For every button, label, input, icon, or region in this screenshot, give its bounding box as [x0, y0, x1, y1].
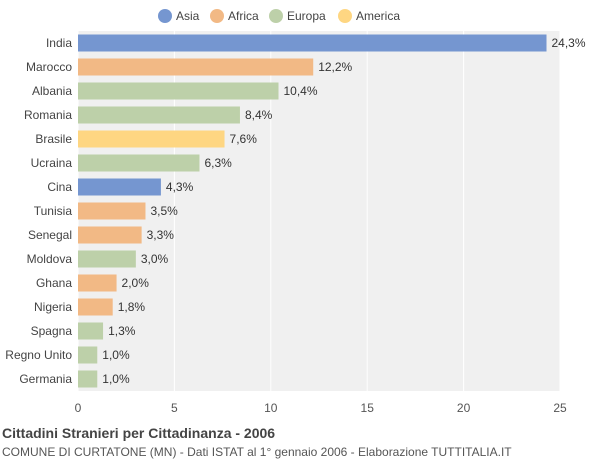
legend-label: Europa	[287, 9, 326, 23]
legend-item-america: America	[338, 9, 400, 23]
category-label: Senegal	[28, 228, 72, 242]
legend-label: Africa	[228, 9, 259, 23]
bar-albania	[78, 82, 279, 100]
value-label: 24,3%	[552, 36, 586, 50]
legend-item-asia: Asia	[158, 9, 200, 23]
bar-ucraina	[78, 154, 200, 172]
bar-india	[78, 34, 547, 52]
legend-label: America	[356, 9, 400, 23]
value-label: 2,0%	[122, 276, 150, 290]
x-tick-label: 25	[553, 401, 567, 415]
value-label: 10,4%	[284, 84, 318, 98]
category-label: Ucraina	[31, 156, 73, 170]
legend-label: Asia	[176, 9, 200, 23]
category-label: Moldova	[27, 252, 73, 266]
chart-title: Cittadini Stranieri per Cittadinanza - 2…	[2, 425, 276, 441]
value-label: 1,8%	[118, 300, 146, 314]
bar-tunisia	[78, 202, 146, 220]
category-label: Marocco	[26, 60, 72, 74]
category-label: Regno Unito	[5, 348, 72, 362]
value-label: 1,0%	[102, 372, 130, 386]
chart-subtitle: COMUNE DI CURTATONE (MN) - Dati ISTAT al…	[2, 445, 512, 459]
category-label: Albania	[32, 84, 72, 98]
value-label: 4,3%	[166, 180, 194, 194]
category-label: Cina	[47, 180, 72, 194]
category-label: Ghana	[36, 276, 72, 290]
value-label: 3,0%	[141, 252, 169, 266]
legend-swatch	[338, 9, 352, 23]
legend-swatch	[158, 9, 172, 23]
bar-senegal	[78, 226, 142, 244]
x-tick-label: 10	[264, 401, 278, 415]
bar-regno-unito	[78, 346, 98, 364]
bar-spagna	[78, 322, 104, 340]
category-label: Spagna	[31, 324, 73, 338]
bar-ghana	[78, 274, 117, 292]
category-label: Brasile	[35, 132, 72, 146]
x-tick-label: 5	[171, 401, 178, 415]
bar-marocco	[78, 58, 314, 76]
category-label: Germania	[19, 372, 72, 386]
bar-nigeria	[78, 298, 113, 316]
value-label: 8,4%	[245, 108, 273, 122]
value-label: 3,5%	[150, 204, 178, 218]
category-label: Romania	[24, 108, 72, 122]
legend-swatch	[210, 9, 224, 23]
value-label: 1,0%	[102, 348, 130, 362]
x-tick-label: 0	[75, 401, 82, 415]
legend-item-europa: Europa	[269, 9, 326, 23]
category-label: India	[46, 36, 72, 50]
x-tick-label: 15	[361, 401, 375, 415]
value-label: 7,6%	[230, 132, 258, 146]
value-label: 12,2%	[318, 60, 352, 74]
category-label: Nigeria	[34, 300, 72, 314]
legend-swatch	[269, 9, 283, 23]
bar-cina	[78, 178, 161, 196]
bar-chart: Asia Africa Europa America 0 5 10 15 20 25 India 24…	[5, 9, 586, 415]
category-label: Tunisia	[34, 204, 73, 218]
bar-brasile	[78, 130, 225, 148]
value-label: 1,3%	[108, 324, 136, 338]
value-label: 6,3%	[204, 156, 232, 170]
bar-romania	[78, 106, 240, 124]
legend-item-africa: Africa	[210, 9, 259, 23]
bar-germania	[78, 370, 98, 388]
x-tick-label: 20	[457, 401, 471, 415]
value-label: 3,3%	[147, 228, 175, 242]
bar-moldova	[78, 250, 136, 268]
